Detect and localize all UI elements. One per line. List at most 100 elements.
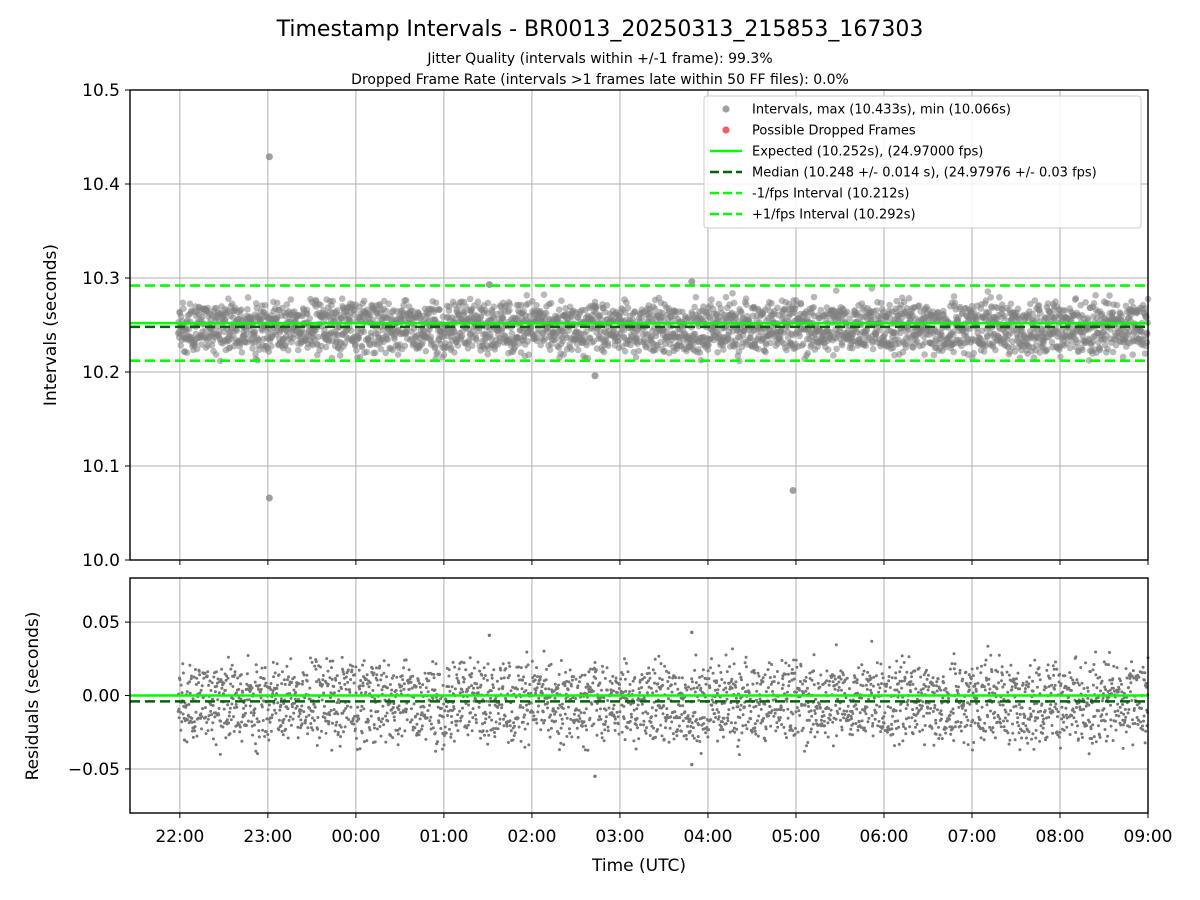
residual-point (393, 718, 397, 722)
residual-point (429, 715, 433, 719)
residual-point (485, 678, 489, 682)
residual-point (733, 721, 737, 725)
residual-point (534, 717, 538, 721)
residual-point (668, 726, 672, 730)
residual-point (310, 716, 314, 720)
residual-point (734, 696, 738, 700)
residual-point (219, 719, 223, 723)
residual-point (373, 726, 376, 730)
residual-point (288, 715, 292, 719)
residual-point (300, 682, 304, 686)
residual-point (708, 686, 712, 690)
residual-point (726, 719, 730, 723)
residual-point (585, 728, 589, 732)
residual-point (558, 713, 562, 717)
residual-point (307, 713, 311, 717)
residual-point (615, 710, 619, 714)
residual-point (420, 727, 424, 731)
residual-point (503, 714, 507, 718)
interval-point (621, 348, 629, 355)
residual-point (483, 674, 487, 677)
interval-point (445, 303, 453, 311)
residual-point (382, 723, 386, 727)
residual-point (537, 696, 541, 700)
residual-point (460, 687, 464, 691)
residual-point (606, 699, 610, 702)
interval-point (1129, 351, 1137, 359)
interval-point (440, 351, 448, 359)
residual-point (678, 716, 682, 720)
interval-point (844, 308, 851, 316)
residual-point (652, 726, 656, 730)
interval-point (402, 297, 410, 304)
residual-point (179, 710, 182, 714)
residual-point (315, 744, 319, 747)
residual-point (582, 711, 586, 715)
residual-point (645, 691, 649, 695)
residual-point (198, 673, 202, 677)
residual-point (592, 722, 596, 726)
interval-point (547, 299, 555, 307)
residual-point (378, 664, 382, 668)
residual-point (709, 718, 713, 722)
residual-point (656, 682, 660, 686)
residual-point (669, 715, 673, 719)
residual-point (676, 728, 679, 732)
residual-point (429, 722, 433, 726)
residual-point (490, 676, 494, 680)
residual-point (348, 690, 352, 694)
residual-point (561, 722, 565, 726)
residual-point (239, 682, 243, 686)
interval-point (729, 290, 736, 297)
interval-point (824, 346, 832, 354)
residual-point (483, 733, 486, 737)
residual-point (204, 732, 208, 736)
residual-point (224, 736, 228, 740)
interval-point (529, 297, 536, 305)
residual-point (707, 728, 711, 732)
residual-point (494, 697, 497, 701)
residual-point (477, 705, 481, 709)
residual-point (691, 734, 695, 738)
residual-point (611, 707, 615, 711)
interval-point (317, 301, 324, 309)
residual-point (667, 740, 671, 744)
residual-point (647, 671, 651, 675)
residual-point (283, 682, 287, 686)
interval-point (950, 331, 957, 338)
residual-point (466, 723, 470, 727)
interval-point (356, 353, 364, 361)
residual-point (369, 714, 373, 718)
residual-point (501, 685, 505, 689)
residual-point (733, 730, 737, 734)
residual-point (479, 736, 483, 740)
residual-point (316, 727, 320, 731)
interval-point (830, 352, 837, 359)
residual-point (557, 673, 561, 676)
residual-point (513, 731, 517, 735)
interval-point (179, 299, 187, 307)
residual-point (535, 721, 539, 725)
residual-point (640, 702, 644, 706)
residual-point (507, 661, 511, 665)
interval-point (490, 303, 498, 311)
residual-point (715, 679, 719, 683)
residual-point (791, 712, 795, 716)
residual-point (211, 704, 215, 707)
residual-point (329, 709, 333, 712)
residual-point (284, 714, 288, 718)
residual-point (433, 731, 437, 735)
residual-point (342, 672, 346, 676)
residual-point (486, 742, 490, 746)
residual-point (281, 733, 285, 737)
residual-point (711, 700, 715, 704)
residual-point (488, 711, 492, 715)
residual-point (415, 722, 419, 726)
residual-point (649, 686, 653, 690)
interval-point (244, 306, 251, 313)
interval-point (574, 346, 582, 354)
residual-point (673, 682, 677, 686)
residual-point (744, 665, 748, 669)
residual-point (448, 689, 452, 693)
residual-point (784, 672, 787, 676)
